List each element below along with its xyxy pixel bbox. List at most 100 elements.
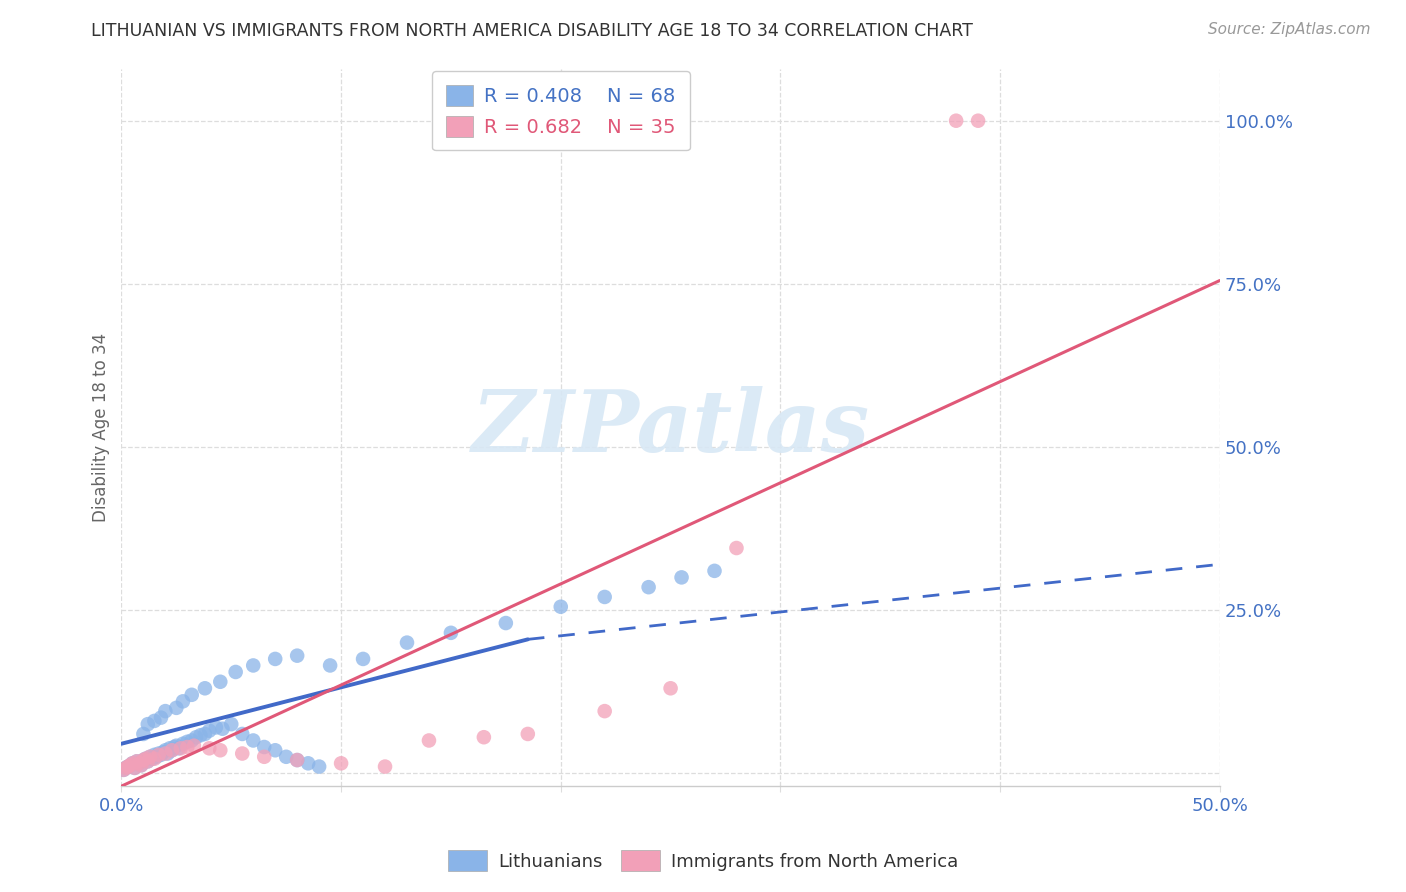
Point xyxy=(671,570,693,584)
Point xyxy=(297,756,319,771)
Point xyxy=(264,652,287,666)
Point xyxy=(139,749,162,764)
Point xyxy=(253,739,276,754)
Point xyxy=(176,739,198,754)
Point xyxy=(143,752,166,766)
Point xyxy=(352,652,374,666)
Point xyxy=(160,743,183,757)
Point xyxy=(163,739,186,754)
Point xyxy=(198,741,221,756)
Point xyxy=(180,733,202,747)
Point xyxy=(194,727,217,741)
Point xyxy=(112,763,135,777)
Point xyxy=(276,749,298,764)
Point xyxy=(135,752,157,766)
Point xyxy=(121,756,143,771)
Legend: R = 0.408    N = 68, R = 0.682    N = 35: R = 0.408 N = 68, R = 0.682 N = 35 xyxy=(432,71,689,151)
Point xyxy=(172,694,194,708)
Text: ZIPatlas: ZIPatlas xyxy=(471,385,870,469)
Point xyxy=(148,747,170,761)
Point xyxy=(160,743,183,757)
Point xyxy=(132,727,155,741)
Point xyxy=(184,730,207,744)
Point xyxy=(135,752,157,766)
Point xyxy=(129,758,152,772)
Text: LITHUANIAN VS IMMIGRANTS FROM NORTH AMERICA DISABILITY AGE 18 TO 34 CORRELATION : LITHUANIAN VS IMMIGRANTS FROM NORTH AMER… xyxy=(91,22,973,40)
Point xyxy=(170,741,193,756)
Point xyxy=(242,733,264,747)
Point xyxy=(152,745,174,759)
Point xyxy=(117,759,139,773)
Point xyxy=(132,753,155,767)
Point xyxy=(155,704,177,718)
Point xyxy=(593,704,616,718)
Point xyxy=(242,658,264,673)
Text: Source: ZipAtlas.com: Source: ZipAtlas.com xyxy=(1208,22,1371,37)
Point xyxy=(172,737,194,751)
Point xyxy=(330,756,353,771)
Point xyxy=(637,580,659,594)
Point xyxy=(165,701,187,715)
Point xyxy=(593,590,616,604)
Point xyxy=(155,743,177,757)
Point xyxy=(139,749,162,764)
Point xyxy=(121,756,143,771)
Point xyxy=(659,681,682,696)
Point xyxy=(231,727,253,741)
Y-axis label: Disability Age 18 to 34: Disability Age 18 to 34 xyxy=(93,333,110,522)
Point xyxy=(136,755,159,769)
Point xyxy=(180,688,202,702)
Point xyxy=(132,753,155,767)
Point xyxy=(148,747,170,762)
Point xyxy=(945,113,967,128)
Point xyxy=(253,749,276,764)
Point xyxy=(211,722,233,736)
Point xyxy=(143,714,166,728)
Point xyxy=(149,711,172,725)
Point xyxy=(374,759,396,773)
Point xyxy=(209,674,232,689)
Point xyxy=(440,625,463,640)
Point xyxy=(112,763,135,777)
Point xyxy=(308,759,330,773)
Point xyxy=(136,755,159,769)
Point xyxy=(209,743,232,757)
Point xyxy=(149,747,172,762)
Point xyxy=(125,755,148,769)
Point xyxy=(194,681,217,696)
Point xyxy=(143,747,166,762)
Point xyxy=(120,758,142,772)
Point xyxy=(703,564,725,578)
Point xyxy=(205,721,228,735)
Point xyxy=(114,761,136,775)
Point xyxy=(159,741,181,756)
Point xyxy=(225,665,247,679)
Point xyxy=(156,747,179,761)
Point xyxy=(165,739,187,753)
Point xyxy=(264,743,287,757)
Point xyxy=(516,727,538,741)
Point xyxy=(198,723,221,738)
Point xyxy=(967,113,990,128)
Point xyxy=(550,599,572,614)
Point xyxy=(141,752,163,766)
Point xyxy=(219,717,242,731)
Point xyxy=(124,761,146,775)
Point xyxy=(124,761,146,775)
Point xyxy=(125,755,148,769)
Point xyxy=(395,635,418,649)
Point xyxy=(231,747,253,761)
Point xyxy=(472,730,495,744)
Point xyxy=(319,658,342,673)
Point xyxy=(136,717,159,731)
Point xyxy=(285,648,308,663)
Point xyxy=(183,739,205,753)
Point xyxy=(285,753,308,767)
Point xyxy=(167,741,190,756)
Point xyxy=(129,758,152,772)
Point xyxy=(495,615,517,630)
Point xyxy=(145,749,167,764)
Point xyxy=(114,761,136,775)
Point xyxy=(117,759,139,773)
Point xyxy=(155,747,177,761)
